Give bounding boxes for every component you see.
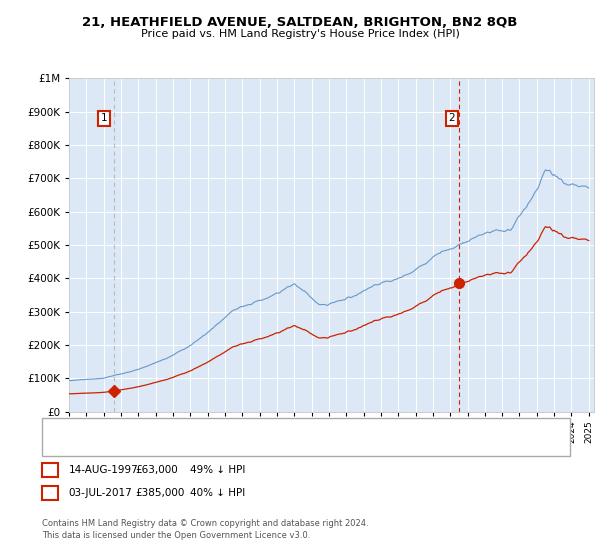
- Text: £385,000: £385,000: [136, 488, 185, 497]
- Text: 21, HEATHFIELD AVENUE, SALTDEAN, BRIGHTON, BN2 8QB: 21, HEATHFIELD AVENUE, SALTDEAN, BRIGHTO…: [82, 16, 518, 29]
- Text: Contains HM Land Registry data © Crown copyright and database right 2024.: Contains HM Land Registry data © Crown c…: [42, 519, 368, 528]
- Text: 2: 2: [46, 488, 53, 497]
- Text: 1: 1: [101, 113, 107, 123]
- Text: ——: ——: [55, 440, 80, 454]
- Text: £63,000: £63,000: [136, 465, 178, 475]
- Text: ——: ——: [55, 422, 80, 436]
- Text: 21, HEATHFIELD AVENUE, SALTDEAN, BRIGHTON, BN2 8QB (detached house): 21, HEATHFIELD AVENUE, SALTDEAN, BRIGHTO…: [84, 424, 447, 433]
- Text: 14-AUG-1997: 14-AUG-1997: [68, 465, 138, 475]
- Text: 1: 1: [46, 465, 53, 475]
- Text: This data is licensed under the Open Government Licence v3.0.: This data is licensed under the Open Gov…: [42, 531, 310, 540]
- Text: 2: 2: [449, 113, 455, 123]
- Text: 40% ↓ HPI: 40% ↓ HPI: [190, 488, 245, 497]
- Text: 03-JUL-2017: 03-JUL-2017: [68, 488, 132, 497]
- Text: HPI: Average price, detached house, Brighton and Hove: HPI: Average price, detached house, Brig…: [84, 442, 349, 451]
- Text: Price paid vs. HM Land Registry's House Price Index (HPI): Price paid vs. HM Land Registry's House …: [140, 29, 460, 39]
- Text: 49% ↓ HPI: 49% ↓ HPI: [190, 465, 245, 475]
